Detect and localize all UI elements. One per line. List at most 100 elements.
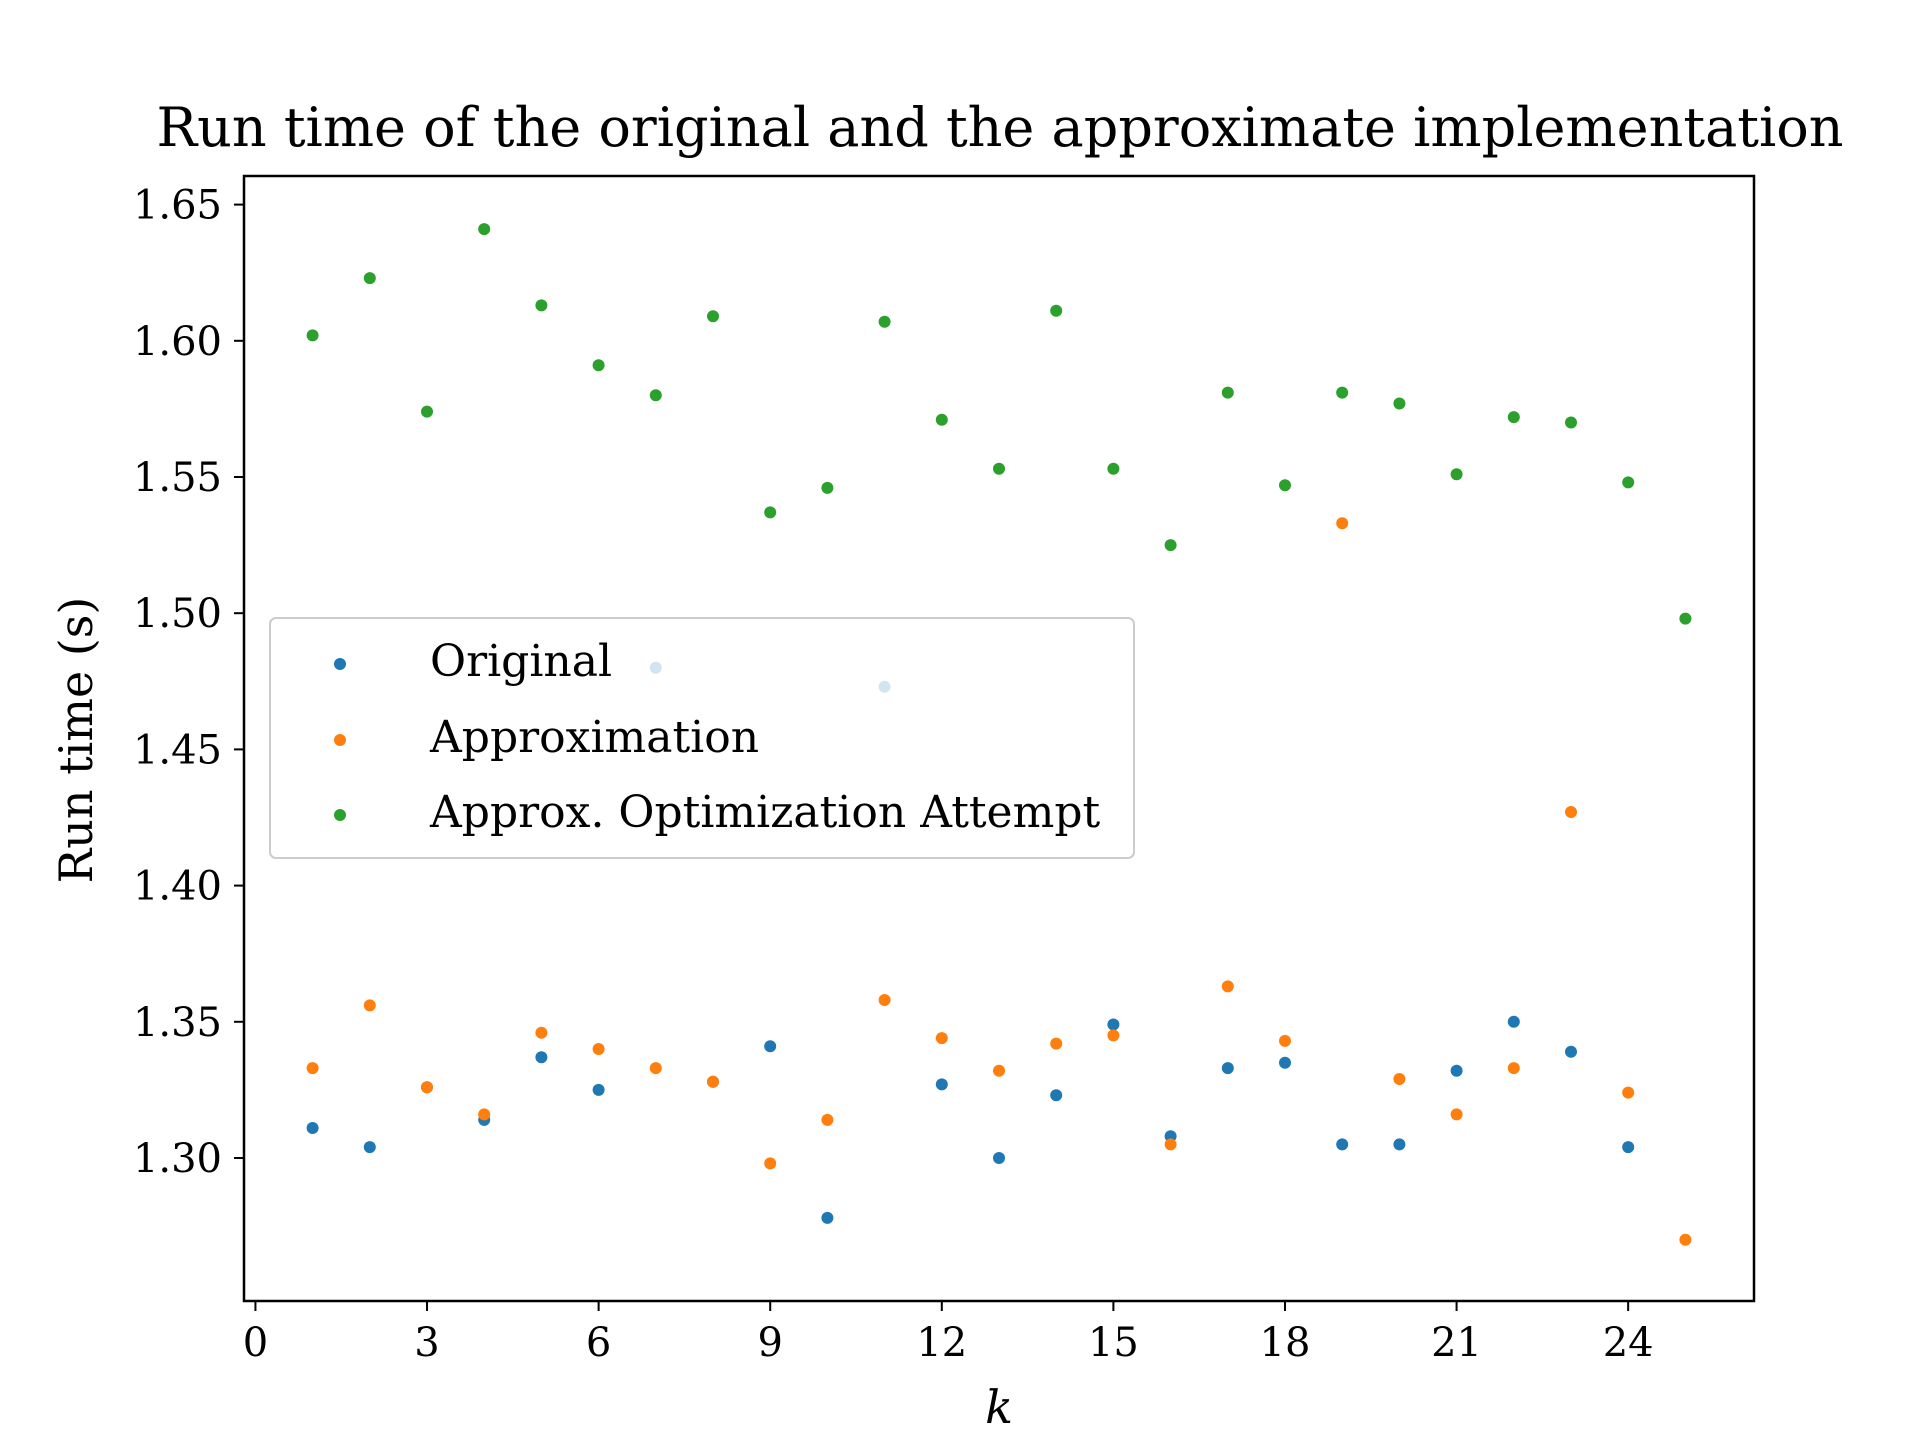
point-original-18: [1279, 1056, 1291, 1069]
y-tick-label: 1.50: [133, 591, 222, 637]
x-tick-label: 3: [414, 1320, 439, 1366]
point-approximation-13: [993, 1064, 1005, 1077]
point-approximation-12: [935, 1032, 948, 1045]
point-approximation-8: [707, 1075, 719, 1088]
x-tick-label: 0: [243, 1320, 268, 1366]
point-approximation-23: [1565, 806, 1577, 818]
point-optimization-attempt-7: [649, 389, 662, 402]
point-optimization-attempt-10: [821, 481, 834, 494]
point-original-14: [1050, 1089, 1063, 1102]
point-optimization-attempt-5: [535, 299, 548, 312]
point-approximation-9: [764, 1157, 777, 1170]
point-optimization-attempt-22: [1507, 411, 1520, 424]
x-axis-label: k: [985, 1380, 1013, 1434]
point-approximation-22: [1507, 1062, 1520, 1075]
point-optimization-attempt-1: [306, 329, 319, 342]
point-optimization-attempt-2: [363, 272, 376, 285]
point-approximation-6: [592, 1043, 605, 1055]
point-original-23: [1565, 1045, 1577, 1058]
plot-frame: [242, 174, 1756, 1303]
legend-label-optimization-attempt: Approx. Optimization Attempt: [429, 787, 1100, 838]
legend: Original Approximation Approx. Optimizat…: [269, 617, 1135, 859]
point-approximation-20: [1393, 1073, 1406, 1085]
x-tick-label: 21: [1431, 1320, 1482, 1366]
legend-marker-optimization-attempt: [334, 809, 346, 821]
point-approximation-14: [1050, 1037, 1063, 1050]
legend-marker-approximation: [334, 734, 346, 746]
x-tick-label: 24: [1603, 1320, 1654, 1366]
point-optimization-attempt-6: [592, 359, 605, 372]
chart-title: Run time of the original and the approxi…: [156, 96, 1843, 159]
point-approximation-19: [1336, 517, 1349, 530]
point-approximation-11: [878, 994, 891, 1006]
point-optimization-attempt-18: [1279, 479, 1291, 492]
point-optimization-attempt-11: [878, 315, 891, 328]
point-optimization-attempt-20: [1393, 397, 1406, 410]
y-axis-ticks: 1.30 1.35 1.40 1.45 1.50 1.55 1.60 1.65: [133, 183, 244, 1182]
point-optimization-attempt-24: [1622, 476, 1635, 489]
point-original-15: [1107, 1018, 1120, 1031]
point-original-10: [821, 1211, 834, 1224]
x-tick-label: 9: [757, 1320, 782, 1366]
point-approximation-25: [1679, 1233, 1692, 1246]
y-tick-label: 1.60: [133, 319, 222, 365]
point-approximation-10: [821, 1113, 834, 1126]
data-points: [306, 223, 1692, 1246]
y-tick-label: 1.65: [133, 183, 222, 229]
point-optimization-attempt-19: [1336, 386, 1349, 399]
legend-label-original: Original: [430, 636, 612, 687]
point-original-13: [993, 1152, 1005, 1164]
y-tick-label: 1.35: [133, 1000, 222, 1046]
legend-marker-original: [334, 658, 346, 670]
point-optimization-attempt-16: [1164, 539, 1177, 552]
point-original-16: [1164, 1130, 1177, 1143]
point-approximation-5: [535, 1026, 548, 1039]
x-tick-label: 15: [1088, 1320, 1139, 1366]
point-approximation-3: [421, 1081, 433, 1094]
point-optimization-attempt-8: [707, 310, 719, 323]
point-original-22: [1507, 1015, 1520, 1028]
point-optimization-attempt-23: [1565, 416, 1577, 429]
y-tick-label: 1.55: [133, 455, 222, 501]
point-original-20: [1393, 1138, 1406, 1151]
y-axis-label: Run time (s): [49, 597, 103, 884]
point-original-1: [306, 1122, 319, 1134]
point-original-2: [363, 1141, 376, 1154]
point-original-17: [1221, 1062, 1234, 1075]
point-original-12: [935, 1078, 948, 1091]
point-approximation-18: [1279, 1034, 1291, 1047]
y-tick-label: 1.30: [133, 1136, 222, 1182]
point-original-21: [1450, 1064, 1463, 1077]
x-axis-ticks: 0 3 6 9 12 15 18 21 24: [243, 1301, 1654, 1366]
point-original-19: [1336, 1138, 1349, 1151]
point-approximation-15: [1107, 1029, 1120, 1042]
point-approximation-21: [1450, 1108, 1463, 1121]
point-original-5: [535, 1051, 548, 1064]
point-optimization-attempt-12: [935, 413, 948, 426]
point-optimization-attempt-4: [478, 223, 491, 236]
point-approximation-2: [363, 999, 376, 1012]
point-optimization-attempt-21: [1450, 468, 1463, 481]
point-approximation-4: [478, 1108, 491, 1121]
point-approximation-16: [1164, 1138, 1177, 1151]
point-approximation-24: [1622, 1086, 1635, 1099]
point-original-24: [1622, 1141, 1635, 1154]
point-optimization-attempt-17: [1221, 386, 1234, 399]
y-tick-label: 1.45: [133, 727, 222, 773]
x-tick-label: 18: [1260, 1320, 1311, 1366]
point-approximation-7: [649, 1062, 662, 1075]
y-tick-label: 1.40: [133, 864, 222, 910]
point-optimization-attempt-25: [1679, 612, 1692, 625]
point-optimization-attempt-13: [993, 462, 1005, 475]
point-optimization-attempt-3: [421, 405, 433, 418]
x-tick-label: 12: [916, 1320, 967, 1366]
legend-label-approximation: Approximation: [429, 712, 759, 763]
point-original-6: [592, 1083, 605, 1096]
point-optimization-attempt-9: [764, 506, 777, 519]
legend-box: [269, 617, 1135, 859]
point-approximation-17: [1221, 980, 1234, 993]
point-optimization-attempt-15: [1107, 462, 1120, 475]
point-approximation-1: [306, 1062, 319, 1075]
x-tick-label: 6: [586, 1320, 611, 1366]
point-original-9: [764, 1040, 777, 1053]
